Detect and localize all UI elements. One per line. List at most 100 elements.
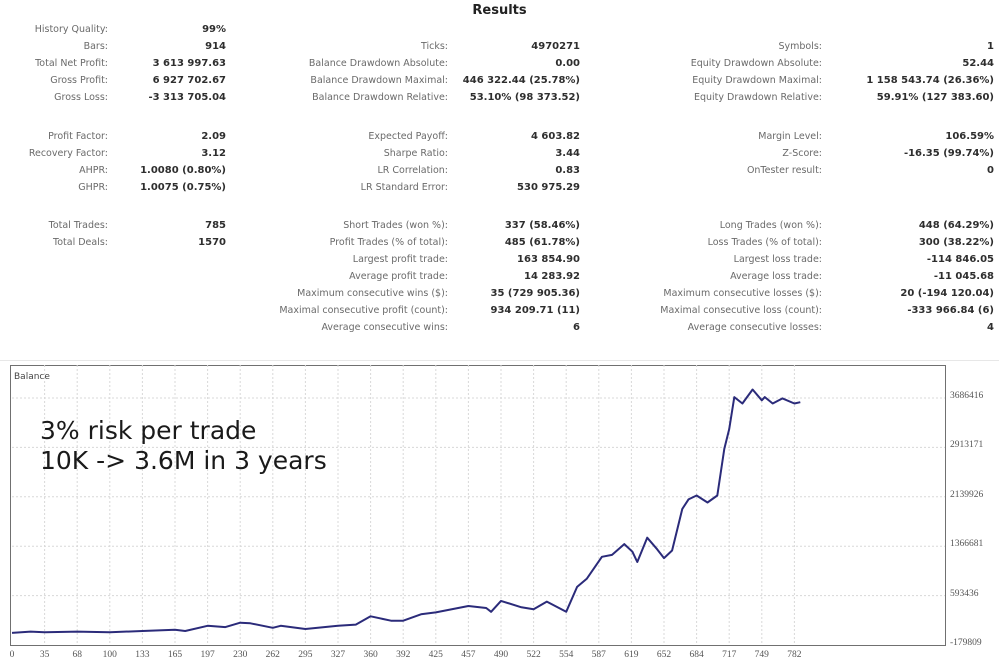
stat-label: Equity Drawdown Maximal: [692,75,822,86]
stat-row: AHPR: 1.0080 (0.80%) [0,163,999,179]
stat-row: Symbols: 1 [0,39,999,55]
stat-row: Long Trades (won %): 448 (64.29%) [0,218,999,234]
stat-label: Maximal consecutive profit (count): [279,305,448,316]
stat-label: Maximal consecutive loss (count): [660,305,822,316]
x-tick-label: 197 [200,650,215,660]
x-tick-label: 230 [233,650,248,660]
stat-label: Expected Payoff: [368,131,448,142]
stat-row: Average profit trade: 14 283.92 [0,269,999,285]
stat-value: 99% [202,24,226,35]
y-tick-label: 2913171 [950,440,984,451]
stat-row: OnTester result: 0 [0,163,999,179]
stat-row: Profit Trades (% of total): 485 (61.78%) [0,235,999,251]
stat-label: Average consecutive losses: [687,322,822,333]
stat-value: 53.10% (98 373.52) [469,92,580,103]
stat-label: Loss Trades (% of total): [707,237,822,248]
stat-value: 52.44 [962,58,994,69]
stat-value: 4 [987,322,994,333]
stat-row: Total Deals: 1570 [0,235,999,251]
stat-label: Symbols: [778,41,822,52]
stat-row: Gross Loss: -3 313 705.04 [0,90,999,106]
stat-label: Recovery Factor: [28,148,108,159]
stat-label: Long Trades (won %): [719,220,822,231]
balance-chart [0,359,999,666]
stat-row: LR Standard Error: 530 975.29 [0,180,999,196]
x-tick-label: 392 [396,650,411,660]
y-tick-label: 593436 [950,588,979,599]
stat-value: 337 (58.46%) [504,220,580,231]
stat-label: Balance Drawdown Relative: [312,92,448,103]
balance-line [11,388,801,634]
stat-row: Equity Drawdown Maximal: 1 158 543.74 (26… [0,73,999,89]
x-tick-label: 360 [363,650,378,660]
stat-label: Z-Score: [782,148,822,159]
stat-row: Sharpe Ratio: 3.44 [0,146,999,162]
stat-row: Maximal consecutive profit (count): 934 2… [0,303,999,319]
x-tick-label: 295 [298,650,313,660]
stat-row: Balance Drawdown Absolute: 0.00 [0,56,999,72]
stat-row: Largest loss trade: -114 846.05 [0,252,999,268]
x-tick-label: 652 [656,650,672,660]
stat-label: Maximum consecutive losses ($): [663,288,822,299]
stat-row: LR Correlation: 0.83 [0,163,999,179]
stat-label: History Quality: [34,24,108,35]
stat-label: Total Deals: [53,237,108,248]
stat-row: Largest profit trade: 163 854.90 [0,252,999,268]
x-tick-label: 749 [754,650,769,660]
stat-row: Average consecutive wins: 6 [0,320,999,336]
stat-value: 35 (729 905.36) [490,288,580,299]
stat-label: LR Standard Error: [360,182,448,193]
results-title: Results [472,3,527,18]
stat-row: Bars: 914 [0,39,999,55]
stat-label: Average profit trade: [349,271,448,282]
x-tick-label: 684 [689,650,704,660]
x-tick-label: 425 [428,650,443,660]
stat-label: Equity Drawdown Relative: [693,92,822,103]
stat-label: Equity Drawdown Absolute: [690,58,822,69]
stat-label: Average loss trade: [730,271,822,282]
x-tick-label: 554 [559,650,574,660]
stat-row: Margin Level: 106.59% [0,129,999,145]
x-tick-label: 165 [167,650,183,660]
stat-value: 59.91% (127 383.60) [876,92,994,103]
stat-row: Maximum consecutive wins ($): 35 (729 905… [0,286,999,302]
y-tick-label: 1366681 [950,539,984,550]
stat-row: Profit Factor: 2.09 [0,129,999,145]
stat-value: 6 [573,322,580,333]
stat-row: Equity Drawdown Relative: 59.91% (127 383… [0,90,999,106]
stat-label: LR Correlation: [377,165,449,176]
stat-label: Short Trades (won %): [343,220,448,231]
stat-value: -16.35 (99.74%) [903,148,994,159]
stat-label: Average consecutive wins: [321,322,448,333]
stat-label: Margin Level: [758,131,822,142]
stat-value: 914 [205,41,226,52]
stat-row: Average consecutive losses: 4 [0,320,999,336]
stat-row: Average loss trade: -11 045.68 [0,269,999,285]
stat-value: 485 (61.78%) [504,237,580,248]
stats-panel: History Quality: 99% Bars: 914 Total Net Pro… [0,24,999,336]
stat-value: 14 283.92 [524,271,580,282]
stat-value: 0.83 [555,165,580,176]
x-tick-label: 782 [787,650,802,660]
stat-label: AHPR: [79,165,108,176]
stat-row: Loss Trades (% of total): 300 (38.22%) [0,235,999,251]
annotation-line-1: 3% risk per trade [40,416,257,445]
stat-value: 2.09 [201,131,226,142]
y-tick-label: 2139926 [950,489,984,500]
chart-title: Balance [14,372,50,382]
stat-label: Balance Drawdown Absolute: [308,58,448,69]
stat-value: 3 613 997.63 [152,58,226,69]
stat-value: 1 158 543.74 (26.36%) [866,75,994,86]
stat-value: -114 846.05 [926,254,994,265]
stat-value: -333 966.84 (6) [907,305,994,316]
stat-row: Maximal consecutive loss (count): -333 96… [0,303,999,319]
stat-label: Profit Factor: [48,131,108,142]
x-tick-label: 522 [526,650,541,660]
stat-row: Equity Drawdown Absolute: 52.44 [0,56,999,72]
x-tick-label: 619 [624,650,639,660]
stat-row: Ticks: 4970271 [0,39,999,55]
stat-value: 3.44 [555,148,580,159]
stat-row: Balance Drawdown Maximal: 446 322.44 (25.… [0,73,999,89]
stat-label: Balance Drawdown Maximal: [310,75,448,86]
stat-label: Total Trades: [48,220,108,231]
